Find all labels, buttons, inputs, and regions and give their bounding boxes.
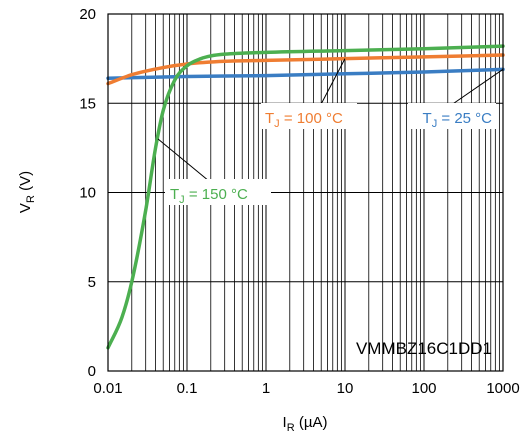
x-tick-label: 0.01 [93, 380, 122, 397]
annotation-background [261, 103, 357, 129]
x-tick-label: 1 [262, 380, 270, 397]
annotation-background [408, 103, 496, 129]
annotation-leader-line [317, 58, 346, 111]
part-number: VMMBZ16C1DD1 [356, 339, 492, 358]
tick-labels: 0.01 0.1 1 10 100 1000 0 5 10 15 20 [79, 6, 519, 397]
x-tick-label: 0.1 [177, 380, 198, 397]
series-label: TJ = 100 °C [265, 110, 343, 130]
x-tick-label: 10 [337, 380, 354, 397]
series-line-25c [106, 67, 505, 81]
series-line-100c [106, 53, 505, 86]
series-label: TJ = 150 °C [170, 186, 248, 206]
y-tick-label: 5 [88, 274, 96, 291]
series-line-150c [106, 44, 505, 350]
series-label: TJ = 25 °C [423, 110, 493, 130]
y-tick-label: 15 [79, 95, 96, 112]
annotation-leader-line [157, 138, 216, 187]
x-tick-label: 1000 [486, 380, 519, 397]
plot-frame [107, 13, 504, 372]
y-tick-label: 10 [79, 185, 96, 202]
x-axis-title: IR (µA) [283, 414, 328, 432]
y-axis-title: VR (V) [17, 171, 37, 213]
y-tick-label: 0 [88, 363, 96, 380]
annotations: TJ = 25 °C TJ = 100 °C TJ = 150 °C [157, 58, 504, 206]
annotation-background [165, 179, 271, 205]
series-layer [106, 44, 505, 350]
y-tick-label: 20 [79, 6, 96, 23]
x-tick-label: 100 [411, 380, 436, 397]
